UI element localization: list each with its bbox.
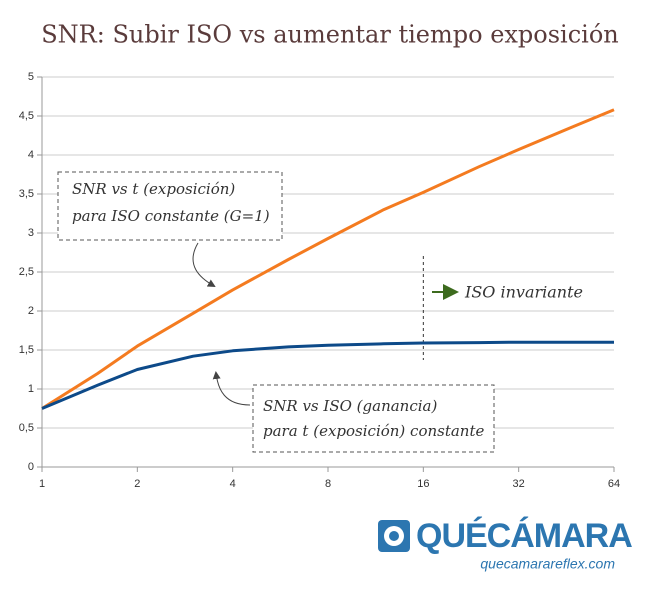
x-tick-label: 16 <box>417 478 429 490</box>
chart-title: SNR: Subir ISO vs aumentar tiempo exposi… <box>41 21 619 49</box>
annotation: SNR vs t (exposición) <box>72 180 235 198</box>
y-tick-label: 2,5 <box>19 266 34 278</box>
series-line <box>41 108 615 410</box>
annotation: para ISO constante (G=1) <box>72 207 270 225</box>
y-tick-label: 3 <box>28 227 34 239</box>
y-tick-label: 1 <box>28 383 34 395</box>
y-tick-label: 5 <box>28 71 34 83</box>
x-tick-label: 8 <box>325 478 331 490</box>
logo-name: QUÉCÁMARA <box>416 517 632 555</box>
x-tick-label: 2 <box>134 478 140 490</box>
y-tick-label: 0 <box>28 461 34 473</box>
logo-url: quecamarareflex.com <box>480 556 615 572</box>
annotation-box <box>57 171 495 453</box>
y-tick-label: 1,5 <box>19 344 34 356</box>
x-tick-label: 4 <box>230 478 236 490</box>
vline-label: ISO invariante <box>464 283 583 302</box>
annotation: SNR vs ISO (ganancia) <box>263 397 437 415</box>
series-line <box>41 340 614 410</box>
y-tick-label: 3,5 <box>19 188 34 200</box>
y-tick-label: 0,5 <box>19 422 34 434</box>
x-tick-label: 64 <box>608 478 620 490</box>
y-tick-label: 4 <box>28 149 34 161</box>
logo <box>378 520 410 552</box>
annotation: para t (exposición) constante <box>263 422 484 440</box>
x-tick-label: 32 <box>513 478 525 490</box>
x-tick-label: 1 <box>39 478 45 490</box>
y-tick-label: 2 <box>28 305 34 317</box>
y-tick-label: 4,5 <box>19 110 34 122</box>
